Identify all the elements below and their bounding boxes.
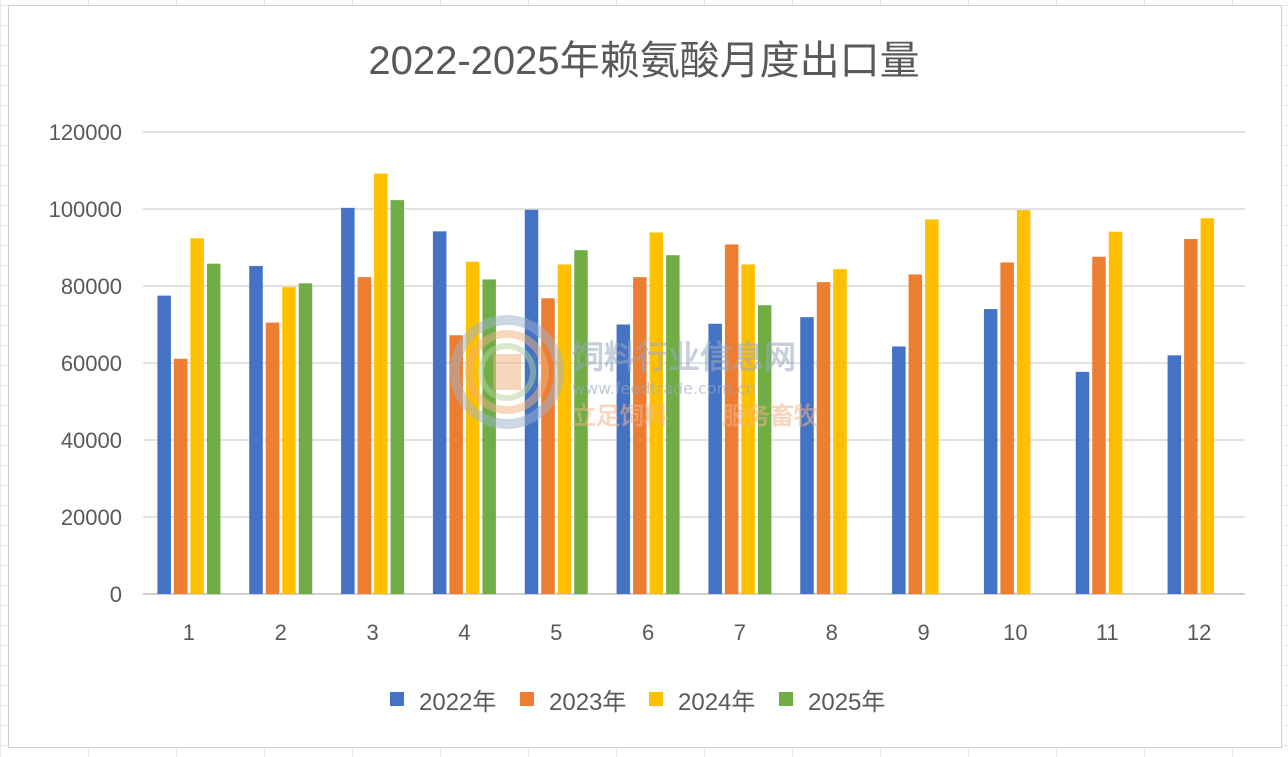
- watermark-slogan-right: 服务畜牧: [722, 402, 819, 430]
- y-tick-label: 20000: [61, 505, 122, 530]
- x-tick-label: 6: [642, 620, 654, 645]
- bar-2024年-9[interactable]: [925, 219, 939, 594]
- watermark-logo: [450, 315, 564, 429]
- bar-2024年-5[interactable]: [557, 264, 572, 594]
- y-tick-label: 120000: [49, 120, 122, 145]
- bar-2024年-11[interactable]: [1108, 231, 1123, 594]
- bar-2024年-4[interactable]: [465, 261, 480, 594]
- bar-2023年-3[interactable]: [357, 277, 372, 594]
- bar-2024年-1[interactable]: [190, 238, 204, 594]
- bar-2024年-10[interactable]: [1016, 210, 1031, 594]
- bar-2025年-3[interactable]: [390, 200, 405, 594]
- bar-2025年-7[interactable]: [757, 305, 772, 594]
- legend[interactable]: 2022年 2023年 2024年 2025年: [390, 689, 885, 716]
- bar-2022年-2[interactable]: [249, 265, 263, 594]
- bar-2023年-9[interactable]: [908, 274, 923, 594]
- watermark-slogan-left: 立足饲料: [572, 402, 668, 430]
- watermark: 饲料行业信息网 www.feedtrade.com.cn 立足饲料 服务畜牧: [450, 315, 819, 430]
- x-tick-label: 2: [275, 620, 287, 645]
- bar-2022年-3[interactable]: [341, 207, 355, 594]
- bar-2022年-7[interactable]: [708, 323, 722, 594]
- x-axis-ticks: 1 2 3 4 5 6 7 8 9 10 11 12: [183, 620, 1212, 645]
- bar-2022年-12[interactable]: [1167, 355, 1182, 594]
- legend-label[interactable]: 2025年: [808, 689, 885, 716]
- bar-2022年-8[interactable]: [800, 317, 814, 594]
- bar-2022年-4[interactable]: [432, 231, 447, 594]
- x-tick-label: 11: [1096, 620, 1119, 645]
- legend-swatch: [649, 692, 663, 706]
- bar-2023年-12[interactable]: [1184, 239, 1198, 594]
- bar-2025年-5[interactable]: [574, 250, 588, 594]
- bar-2023年-10[interactable]: [1000, 262, 1014, 594]
- x-tick-label: 7: [734, 620, 746, 645]
- bar-2022年-11[interactable]: [1075, 371, 1090, 594]
- bar-2024年-8[interactable]: [833, 269, 847, 594]
- x-tick-label: 3: [366, 620, 378, 645]
- bar-2024年-6[interactable]: [649, 232, 664, 595]
- watermark-url: www.feedtrade.com.cn: [572, 379, 756, 398]
- y-tick-label: 100000: [49, 197, 122, 222]
- bar-2023年-6[interactable]: [633, 277, 647, 594]
- x-tick-label: 1: [183, 620, 195, 645]
- y-tick-label: 80000: [61, 274, 122, 299]
- bar-2025年-2[interactable]: [298, 283, 313, 594]
- watermark-site-name: 饲料行业信息网: [572, 338, 796, 376]
- bar-2023年-7[interactable]: [724, 244, 739, 595]
- x-tick-label: 4: [458, 620, 470, 645]
- x-tick-label: 9: [917, 620, 929, 645]
- bar-2024年-2[interactable]: [282, 287, 296, 594]
- bar-2022年-9[interactable]: [892, 346, 906, 594]
- bar-2024年-12[interactable]: [1200, 218, 1215, 595]
- bar-2024年-3[interactable]: [374, 173, 388, 594]
- x-tick-label: 12: [1187, 620, 1211, 645]
- bar-2023年-8[interactable]: [816, 282, 831, 594]
- legend-swatch: [779, 692, 793, 706]
- legend-label[interactable]: 2024年: [678, 689, 755, 716]
- legend-label[interactable]: 2023年: [549, 689, 626, 716]
- legend-swatch: [390, 692, 404, 706]
- bar-2023年-11[interactable]: [1092, 256, 1106, 594]
- y-axis-ticks: 0 20000 40000 60000 80000 100000 120000: [49, 120, 122, 607]
- bar-2022年-1[interactable]: [157, 295, 171, 594]
- chart-title: 2022-2025年赖氨酸月度出口量: [368, 39, 919, 83]
- y-tick-label: 0: [110, 582, 122, 607]
- bar-2022年-6[interactable]: [616, 324, 631, 595]
- y-tick-label: 60000: [61, 351, 122, 376]
- bar-2025年-1[interactable]: [206, 263, 221, 594]
- bar-2022年-10[interactable]: [983, 309, 998, 594]
- legend-label[interactable]: 2022年: [419, 689, 496, 716]
- x-tick-label: 5: [550, 620, 562, 645]
- bar-2025年-6[interactable]: [666, 255, 680, 594]
- bars: [157, 173, 1215, 595]
- y-tick-label: 40000: [61, 428, 122, 453]
- x-tick-label: 10: [1003, 620, 1027, 645]
- bar-2024年-7[interactable]: [741, 264, 755, 594]
- bar-2023年-1[interactable]: [173, 358, 188, 594]
- legend-swatch: [520, 692, 534, 706]
- bar-2023年-2[interactable]: [265, 322, 280, 594]
- x-tick-label: 8: [826, 620, 838, 645]
- gridlines: [143, 131, 1245, 595]
